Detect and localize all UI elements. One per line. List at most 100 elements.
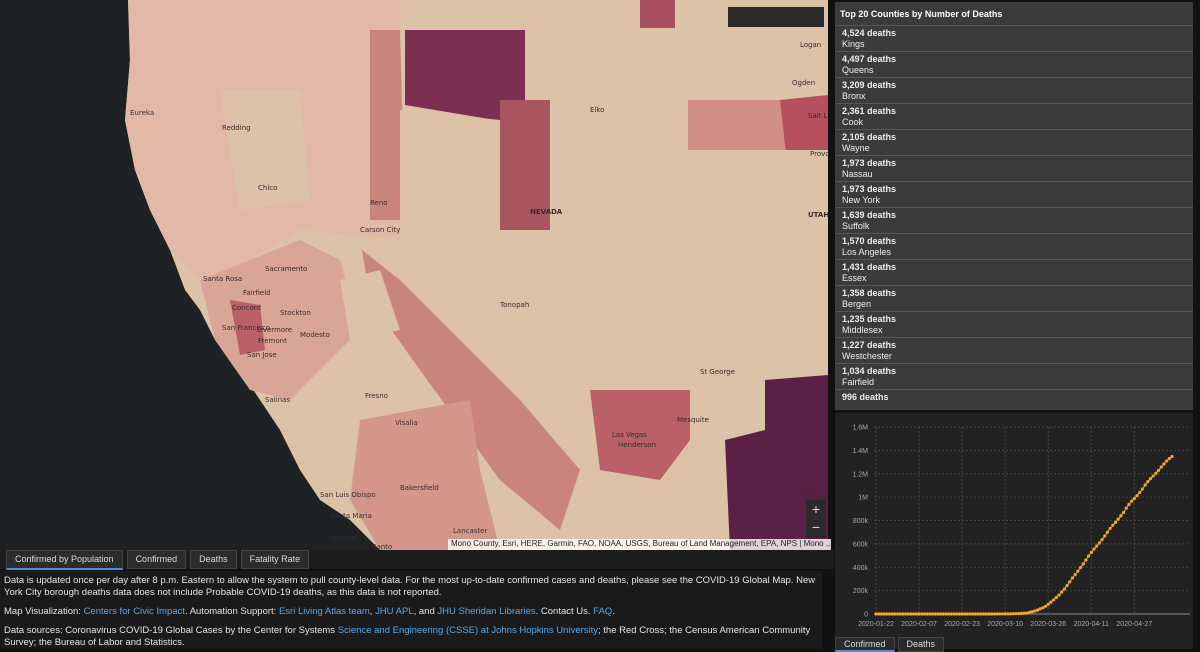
county: Bronx (842, 91, 866, 101)
map-label: Mesquite (677, 416, 709, 424)
deaths: 4,524 deaths (842, 28, 897, 38)
map-tab[interactable]: Deaths (190, 550, 237, 569)
data-point (1108, 526, 1112, 531)
data-point (920, 612, 924, 616)
y-tick-label: 200k (853, 588, 869, 595)
data-point (1070, 576, 1075, 580)
list-item[interactable]: 1,431 deaths Essex (835, 259, 1193, 285)
data-point (1138, 490, 1142, 495)
deaths: 1,431 deaths (842, 262, 897, 272)
list-item[interactable]: 2,361 deaths Cook (835, 103, 1193, 129)
list-item[interactable]: 2,105 deaths Wayne (835, 129, 1193, 155)
info-link[interactable]: JHU Sheridan Libraries (437, 606, 536, 617)
data-point (1043, 604, 1048, 608)
data-point (909, 612, 913, 616)
map-label: Fremont (258, 337, 287, 345)
data-point (1167, 457, 1171, 461)
y-tick-label: 600k (853, 541, 869, 548)
data-point (874, 612, 878, 616)
list-item[interactable]: 1,235 deaths Middlesex (835, 311, 1193, 337)
map-tab[interactable]: Fatality Rate (240, 550, 310, 569)
info-link[interactable]: Science and Engineering (CSSE) at Johns … (337, 625, 599, 636)
county: Suffolk (842, 221, 870, 231)
data-point (1014, 612, 1018, 616)
map-toolbar[interactable] (728, 7, 824, 27)
map-label: NEVADA (530, 208, 563, 216)
list-item[interactable]: 1,227 deaths Westchester (835, 337, 1193, 363)
data-point (976, 612, 980, 616)
info-text: , (369, 606, 376, 617)
data-point (1035, 608, 1040, 612)
region (688, 150, 828, 380)
info-link[interactable]: Esri Living Atlas team (278, 606, 370, 617)
data-point (898, 612, 902, 616)
county: Middlesex (842, 325, 883, 335)
list-item[interactable]: 4,497 deaths Queens (835, 51, 1193, 77)
map-label: Bakersfield (400, 484, 439, 492)
data-point (1121, 510, 1126, 515)
list-item[interactable]: 996 deaths (835, 389, 1193, 410)
region (350, 400, 500, 550)
data-point (1165, 459, 1169, 463)
data-point (879, 612, 883, 616)
list-item[interactable]: 1,034 deaths Fairfield (835, 363, 1193, 389)
data-point (1038, 607, 1042, 611)
map-label: Redding (222, 124, 251, 132)
chart-panel: 0 200k 400k 600k 800k 1M 1.2M 1.4M 1.6M 2020-01-2… (835, 413, 1193, 649)
map-label: Las Vegas (612, 431, 647, 439)
data-point (1116, 517, 1120, 521)
data-point (947, 612, 951, 616)
list-item[interactable]: 3,209 deaths Bronx (835, 77, 1193, 103)
attribution: Mono County, Esri, HERE, Garmin, FAO, NO… (448, 539, 831, 550)
zoom-control[interactable]: + − (806, 500, 826, 538)
chart-tab[interactable]: Confirmed (835, 637, 895, 652)
data-point (882, 612, 886, 616)
y-tick-label: 800k (853, 518, 869, 525)
map-label: San Luis Obispo (320, 491, 376, 499)
list-item[interactable]: 1,973 deaths New York (835, 181, 1193, 207)
list-item[interactable]: 1,358 deaths Bergen (835, 285, 1193, 311)
data-point (973, 612, 978, 616)
info-link[interactable]: JHU APL (375, 606, 414, 617)
map-label: Chico (258, 184, 277, 192)
map-tabs: Confirmed by Population Confirmed Deaths Fa… (0, 550, 834, 570)
info-link[interactable]: Centers for Civic Impact (83, 606, 185, 617)
county: Los Angeles (842, 247, 892, 257)
data-point (1130, 499, 1134, 503)
deaths: 996 deaths (842, 392, 889, 402)
data-point (1052, 598, 1056, 602)
map-label: Lancaster (453, 527, 487, 535)
data-point (1011, 612, 1015, 616)
data-point (912, 612, 916, 616)
map-label: San Jose (247, 351, 277, 359)
county: New York (842, 195, 881, 205)
county: Westchester (842, 351, 892, 361)
list-item[interactable]: 1,570 deaths Los Angeles (835, 233, 1193, 259)
data-point (906, 612, 910, 616)
map-tab[interactable]: Confirmed (126, 550, 187, 569)
info-link[interactable]: FAQ (593, 606, 613, 617)
list-item[interactable]: 1,973 deaths Nassau (835, 155, 1193, 181)
county: Wayne (842, 143, 870, 153)
map-label: San Francisco (222, 324, 270, 332)
data-point (1140, 487, 1144, 491)
county: Cook (842, 117, 864, 127)
list-item[interactable]: 4,524 deaths Kings (835, 25, 1193, 51)
x-tick-label: 2020-04-27 (1116, 621, 1152, 628)
data-point (965, 612, 970, 616)
map-label: St George (700, 368, 735, 376)
info-text: ; the Red Cross; the Census American Com… (4, 625, 811, 648)
data-point (1006, 612, 1010, 616)
data-point (917, 612, 921, 616)
x-tick-label: 2020-03-10 (987, 621, 1023, 628)
chart-tab[interactable]: Deaths (897, 637, 945, 652)
county: Bergen (842, 299, 872, 309)
region (362, 250, 580, 530)
data-point (1119, 514, 1123, 518)
map-label: Concord (232, 304, 261, 312)
data-point (952, 612, 956, 616)
map-label: Stockton (280, 309, 311, 317)
map-tab[interactable]: Confirmed by Population (6, 550, 123, 570)
list-item[interactable]: 1,639 deaths Suffolk (835, 207, 1193, 233)
data-point (933, 612, 937, 616)
